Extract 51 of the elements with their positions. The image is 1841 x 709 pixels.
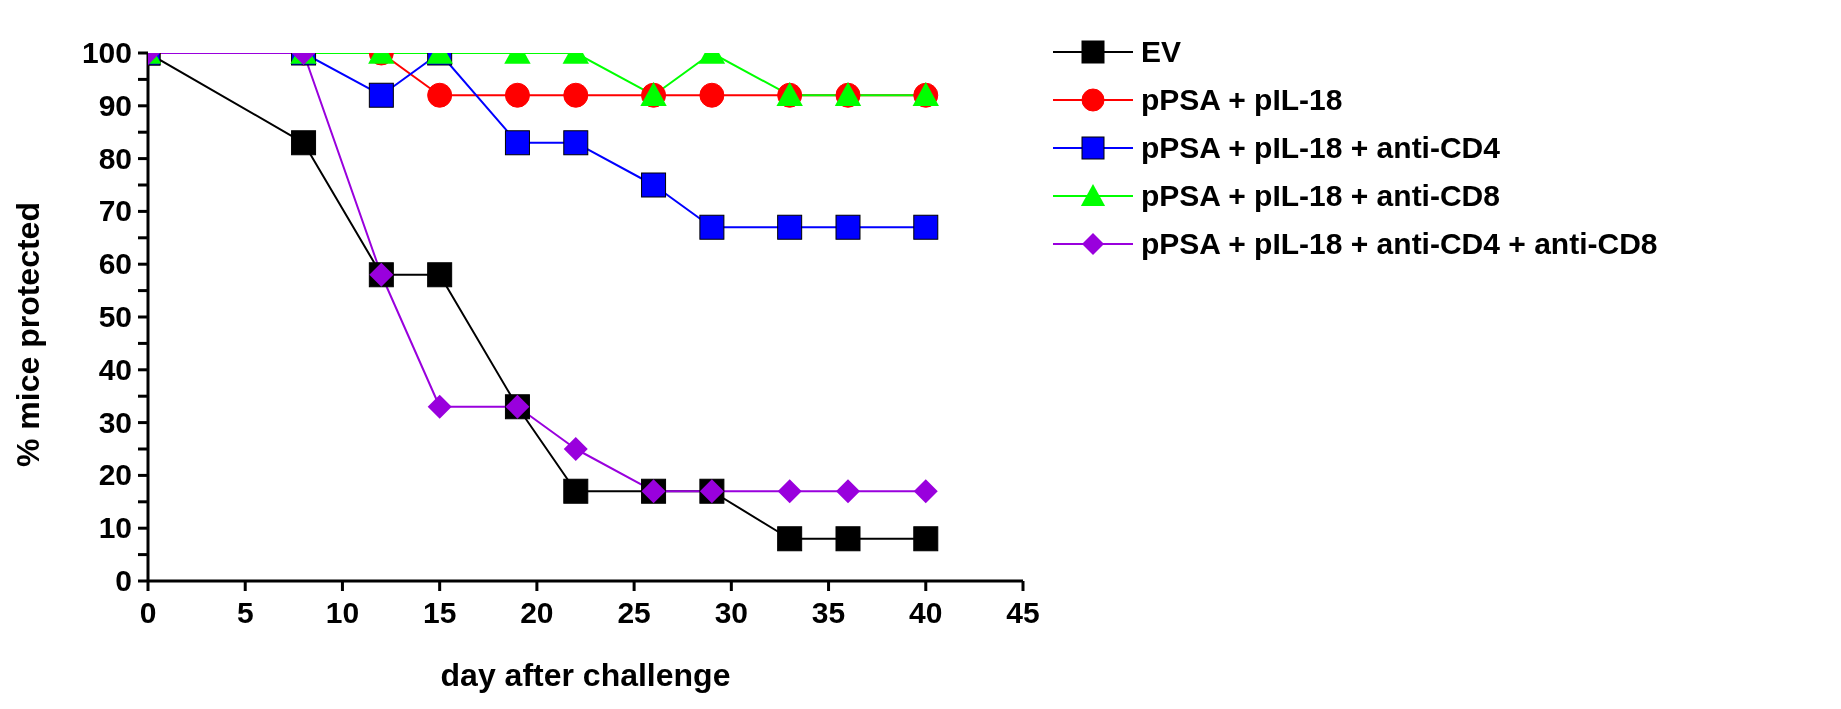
legend-label: pPSA + pIL-18 + anti-CD8 xyxy=(1141,179,1500,213)
point xyxy=(368,82,394,108)
point xyxy=(427,394,452,419)
point xyxy=(563,437,588,461)
y-tick-label: 20 xyxy=(98,458,132,492)
y-tick-label: 90 xyxy=(98,88,132,122)
y-tick-label: 40 xyxy=(98,352,132,386)
point xyxy=(504,130,530,156)
x-tick-label: 0 xyxy=(139,596,157,629)
point xyxy=(641,172,667,198)
y-tick-label: 30 xyxy=(98,405,132,439)
point xyxy=(563,82,589,108)
x-tick-label: 10 xyxy=(325,596,360,629)
x-tick-label: 35 xyxy=(811,596,846,629)
x-tick-label: 25 xyxy=(617,596,651,629)
x-tick-label: 40 xyxy=(909,596,943,629)
point xyxy=(699,214,725,240)
y-tick-label: 60 xyxy=(98,247,132,281)
y-tick-label: 50 xyxy=(98,300,132,333)
point xyxy=(427,82,453,108)
x-tick-label: 5 xyxy=(236,596,254,629)
legend-label: pPSA + pIL-18 xyxy=(1141,83,1343,117)
x-axis-title: day after challenge xyxy=(440,657,731,693)
point xyxy=(563,478,589,504)
point xyxy=(291,130,317,156)
point xyxy=(913,526,939,552)
point xyxy=(504,82,530,108)
x-tick-label: 45 xyxy=(1006,596,1040,629)
point xyxy=(777,479,802,504)
y-tick-label: 10 xyxy=(98,511,132,545)
y-tick-label: 0 xyxy=(115,564,132,597)
x-tick-label: 20 xyxy=(520,596,554,629)
point xyxy=(777,214,803,240)
legend-label: pPSA + pIL-18 + anti-CD4 xyxy=(1141,131,1500,165)
point xyxy=(777,526,803,552)
y-axis-title: % mice protected xyxy=(10,202,47,467)
point xyxy=(835,214,861,240)
x-tick-label: 15 xyxy=(422,596,457,629)
point xyxy=(913,214,939,240)
y-tick-label: 80 xyxy=(98,141,132,175)
point xyxy=(913,479,938,504)
point xyxy=(427,262,453,288)
point xyxy=(836,479,860,504)
y-tick-label: 70 xyxy=(98,194,132,228)
y-tick-label: 100 xyxy=(81,36,132,69)
x-tick-label: 30 xyxy=(714,596,749,629)
point xyxy=(563,130,589,156)
point xyxy=(835,526,861,552)
legend-label: EV xyxy=(1141,35,1182,69)
point xyxy=(699,82,725,108)
legend-label: pPSA + pIL-18 + anti-CD4 + anti-CD8 xyxy=(1141,227,1658,261)
